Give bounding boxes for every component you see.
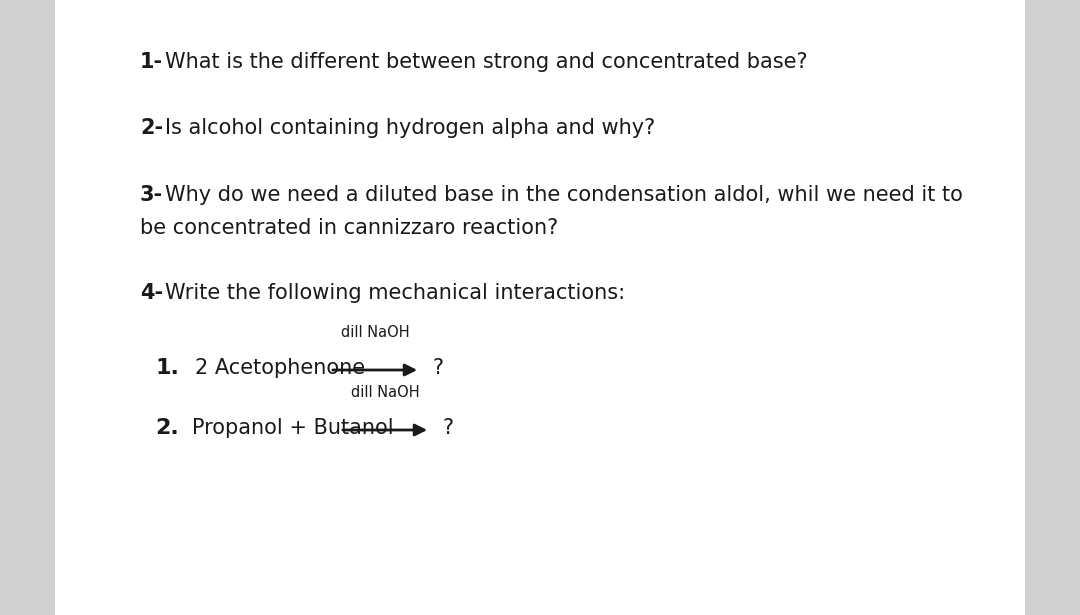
Text: Why do we need a diluted base in the condensation aldol, whil we need it to: Why do we need a diluted base in the con… [165, 185, 963, 205]
Bar [55, 0, 1025, 615]
Text: 1.: 1. [156, 358, 179, 378]
Text: Write the following mechanical interactions:: Write the following mechanical interacti… [165, 283, 625, 303]
Text: 2-: 2- [140, 118, 163, 138]
Text: ?: ? [442, 418, 454, 438]
Text: be concentrated in cannizzaro reaction?: be concentrated in cannizzaro reaction? [140, 218, 558, 238]
Text: 4-: 4- [140, 283, 163, 303]
Text: Is alcohol containing hydrogen alpha and why?: Is alcohol containing hydrogen alpha and… [165, 118, 656, 138]
Text: 3-: 3- [140, 185, 163, 205]
Text: Propanol + Butanol: Propanol + Butanol [192, 418, 393, 438]
Text: 1-: 1- [140, 52, 163, 72]
Text: 2 Acetophenone: 2 Acetophenone [195, 358, 365, 378]
Text: dill NaOH: dill NaOH [351, 385, 419, 400]
Text: dill NaOH: dill NaOH [340, 325, 409, 340]
Text: ?: ? [432, 358, 443, 378]
Text: What is the different between strong and concentrated base?: What is the different between strong and… [165, 52, 808, 72]
Text: 2.: 2. [156, 418, 179, 438]
